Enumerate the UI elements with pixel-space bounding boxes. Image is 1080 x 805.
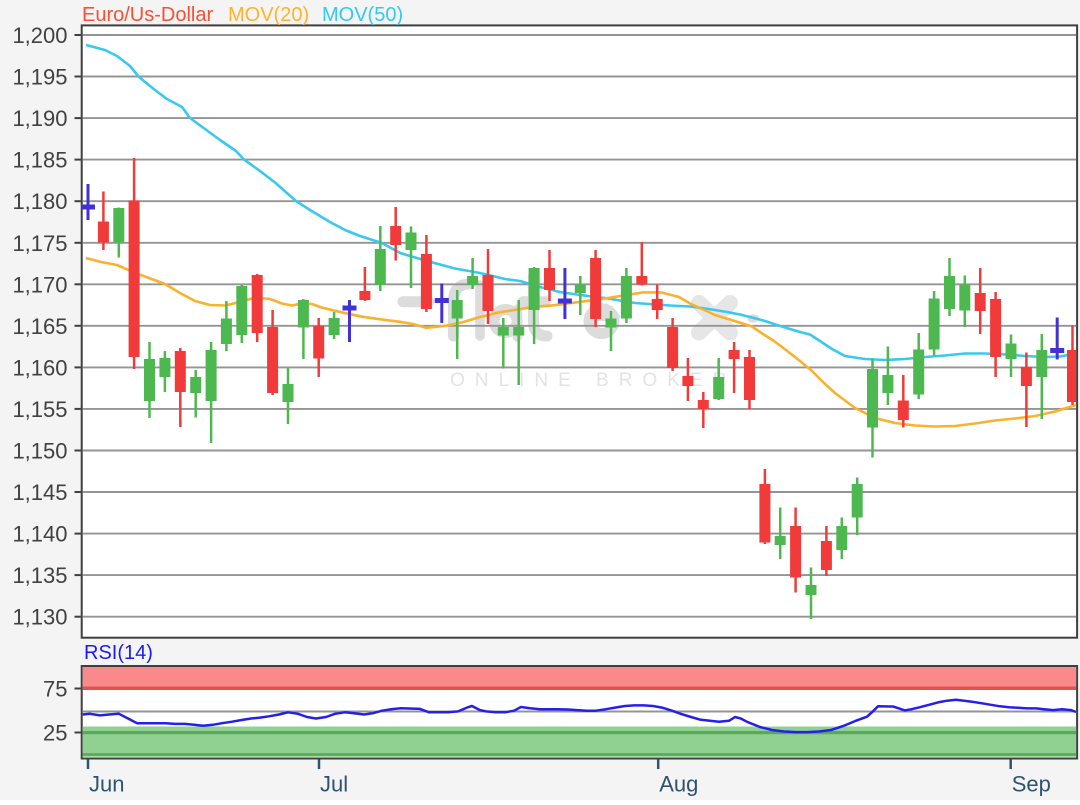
svg-text:1,185: 1,185 bbox=[12, 148, 67, 173]
svg-text:Jul: Jul bbox=[320, 772, 348, 797]
svg-text:1,190: 1,190 bbox=[12, 106, 67, 131]
svg-text:Jun: Jun bbox=[89, 772, 124, 797]
svg-text:1,135: 1,135 bbox=[12, 563, 67, 588]
svg-text:25: 25 bbox=[43, 721, 67, 746]
svg-text:1,170: 1,170 bbox=[12, 272, 67, 297]
svg-text:1,165: 1,165 bbox=[12, 314, 67, 339]
svg-text:1,140: 1,140 bbox=[12, 522, 67, 547]
svg-text:1,155: 1,155 bbox=[12, 397, 67, 422]
svg-text:1,200: 1,200 bbox=[12, 23, 67, 48]
svg-text:1,145: 1,145 bbox=[12, 480, 67, 505]
svg-text:MOV(50): MOV(50) bbox=[322, 4, 403, 26]
svg-text:Sep: Sep bbox=[1012, 772, 1051, 797]
svg-text:1,160: 1,160 bbox=[12, 355, 67, 380]
svg-text:Aug: Aug bbox=[659, 772, 698, 797]
svg-text:Euro/Us-Dollar: Euro/Us-Dollar bbox=[82, 4, 213, 26]
svg-text:75: 75 bbox=[43, 677, 67, 702]
svg-text:1,180: 1,180 bbox=[12, 189, 67, 214]
svg-text:1,150: 1,150 bbox=[12, 439, 67, 464]
svg-text:1,195: 1,195 bbox=[12, 65, 67, 90]
svg-text:MOV(20): MOV(20) bbox=[228, 4, 309, 26]
svg-text:RSI(14): RSI(14) bbox=[84, 642, 153, 664]
svg-text:1,175: 1,175 bbox=[12, 231, 67, 256]
svg-text:1,130: 1,130 bbox=[12, 605, 67, 630]
